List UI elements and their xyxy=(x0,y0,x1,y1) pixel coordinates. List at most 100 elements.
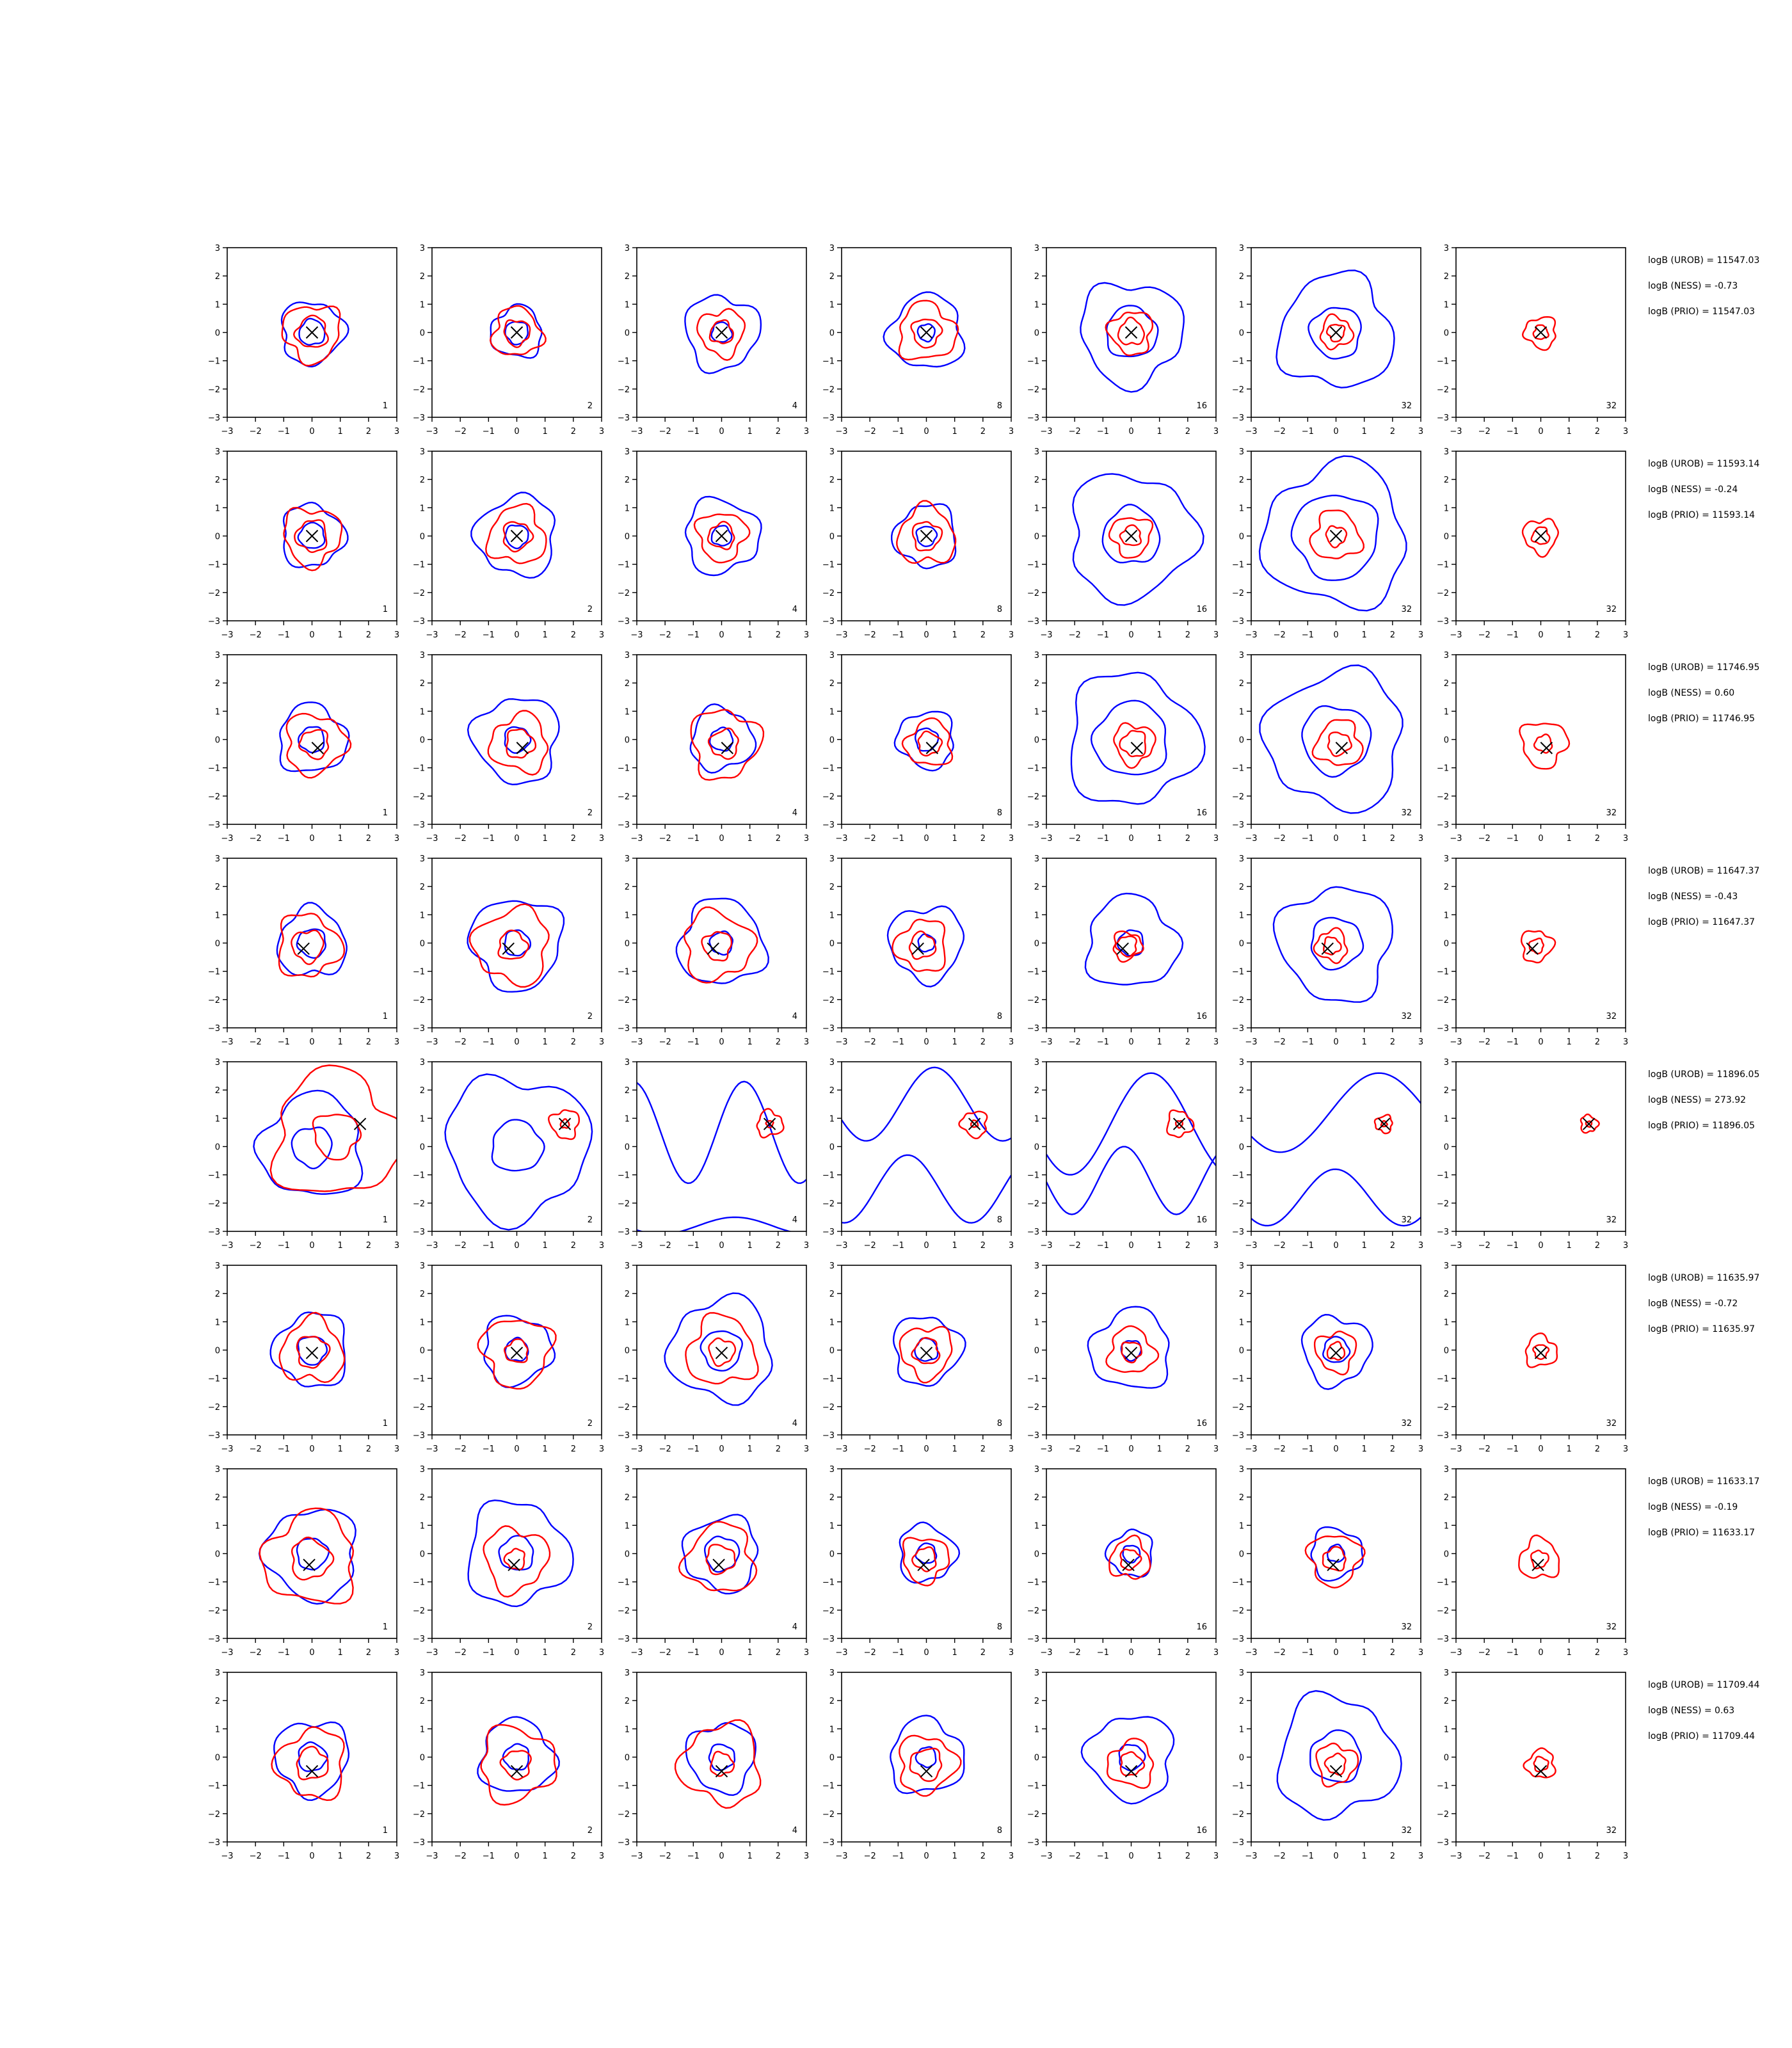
corner-label: 1 xyxy=(383,808,388,818)
y-tick-label: −1 xyxy=(822,968,835,977)
x-tick-label: −2 xyxy=(250,1241,262,1251)
y-tick-label: −3 xyxy=(822,617,835,627)
y-tick-label: −3 xyxy=(208,413,220,423)
y-tick-label: 1 xyxy=(1239,1521,1244,1531)
subplot-r6-c7: −3 −2 −1 0 1 2 3 −3 −2 −1 0 1 2 3 32 xyxy=(1437,1261,1628,1454)
subplot-r1-c5: −3 −2 −1 0 1 2 3 −3 −2 −1 0 1 2 3 16 xyxy=(1027,244,1219,436)
y-tick-label: 1 xyxy=(1239,1725,1244,1734)
x-tick-label: 2 xyxy=(1390,630,1395,640)
x-tick-label: −1 xyxy=(483,1037,495,1047)
y-tick-label: 0 xyxy=(420,736,425,746)
blue-contour-outer xyxy=(681,1514,759,1595)
y-tick-label: 2 xyxy=(829,1086,835,1096)
x-tick-label: −2 xyxy=(1478,1444,1491,1454)
blue-contour-inner xyxy=(297,522,326,549)
y-tick-label: 2 xyxy=(829,1493,835,1503)
y-tick-label: −1 xyxy=(413,1782,425,1791)
x-tick-label: −2 xyxy=(1274,630,1286,640)
contour-layer xyxy=(477,1716,560,1806)
x-tick-label: 3 xyxy=(1009,1852,1014,1861)
blue-contour-outer xyxy=(1080,1716,1175,1805)
x-tick-label: 3 xyxy=(1623,630,1628,640)
axes-frame xyxy=(227,1265,397,1436)
subplot-r7-c7: −3 −2 −1 0 1 2 3 −3 −2 −1 0 1 2 3 32 xyxy=(1437,1465,1628,1658)
x-tick-label: −1 xyxy=(483,630,495,640)
y-tick-label: 2 xyxy=(420,272,425,282)
red-contour-outer xyxy=(1166,1109,1195,1139)
y-tick-label: 2 xyxy=(625,476,630,485)
y-tick-label: −2 xyxy=(208,996,220,1005)
axes-frame xyxy=(227,858,397,1028)
subplot-r5-c4: −3 −2 −1 0 1 2 3 −3 −2 −1 0 1 2 3 8 xyxy=(822,1058,1014,1251)
red-contour-outer xyxy=(685,1312,759,1385)
corner-label: 2 xyxy=(588,1419,593,1428)
y-tick-label: 2 xyxy=(1444,476,1449,485)
y-tick-label: −1 xyxy=(822,561,835,570)
blue-contour-outer xyxy=(899,1521,961,1584)
x-tick-label: 0 xyxy=(719,1444,724,1454)
y-tick-label: 1 xyxy=(215,911,220,920)
contour-layer xyxy=(467,900,565,993)
y-tick-label: 0 xyxy=(625,532,630,542)
tick-labels: −3 −2 −1 0 1 2 3 −3 −2 −1 0 1 2 3 xyxy=(618,1261,809,1454)
y-tick-label: 3 xyxy=(1444,651,1449,660)
y-tick-label: −3 xyxy=(208,820,220,830)
y-tick-label: −3 xyxy=(208,1431,220,1441)
red-contour-inner xyxy=(291,929,324,965)
x-tick-label: −1 xyxy=(1302,630,1314,640)
x-tick-label: −1 xyxy=(1302,1241,1314,1251)
x-tick-label: −2 xyxy=(454,1444,467,1454)
x-tick-label: 2 xyxy=(1595,1852,1600,1861)
y-tick-label: −3 xyxy=(1437,820,1449,830)
y-tick-label: 3 xyxy=(1239,244,1244,253)
subplot-r3-c1: −3 −2 −1 0 1 2 3 −3 −2 −1 0 1 2 3 1 xyxy=(208,651,399,844)
red-contour-outer xyxy=(489,305,547,356)
y-tick-label: 2 xyxy=(1034,1086,1039,1096)
y-tick-label: −2 xyxy=(618,385,630,395)
y-tick-label: 2 xyxy=(1444,883,1449,892)
corner-label: 32 xyxy=(1401,1215,1412,1225)
x-tick-label: 0 xyxy=(1128,427,1133,436)
y-tick-label: −2 xyxy=(1027,1403,1039,1412)
x-tick-label: 1 xyxy=(543,1648,548,1658)
axes-frame xyxy=(1251,1265,1421,1436)
tick-labels: −3 −2 −1 0 1 2 3 −3 −2 −1 0 1 2 3 xyxy=(413,1465,604,1658)
y-tick-label: 1 xyxy=(1444,911,1449,920)
x-tick-label: −3 xyxy=(630,1037,643,1047)
y-tick-label: −3 xyxy=(618,820,630,830)
axes-frame xyxy=(1046,1672,1217,1843)
true-value-marker xyxy=(558,1117,572,1130)
y-tick-label: 1 xyxy=(420,707,425,717)
x-tick-label: 1 xyxy=(748,1852,753,1861)
corner-label: 4 xyxy=(792,401,797,411)
x-tick-label: −2 xyxy=(454,1852,467,1861)
x-tick-label: −1 xyxy=(1097,1852,1109,1861)
x-tick-label: −1 xyxy=(278,630,290,640)
red-contour-outer xyxy=(690,708,765,781)
y-tick-label: 1 xyxy=(829,300,835,310)
contour-layer xyxy=(678,1514,759,1595)
logb-annotation: logB (PRIO) = 11593.14 xyxy=(1648,510,1755,520)
subplot-r5-c2: −3 −2 −1 0 1 2 3 −3 −2 −1 0 1 2 3 2 xyxy=(413,1058,604,1251)
x-tick-label: 3 xyxy=(599,1648,604,1658)
subplot-r2-c1: −3 −2 −1 0 1 2 3 −3 −2 −1 0 1 2 3 1 xyxy=(208,447,399,640)
red-contour-outer xyxy=(899,1325,953,1384)
blue-contour-inner xyxy=(1118,1743,1146,1772)
contour-layer xyxy=(883,291,966,368)
axes-frame xyxy=(841,858,1012,1028)
y-tick-label: 3 xyxy=(1444,1261,1449,1271)
true-value-marker xyxy=(502,942,515,956)
y-tick-label: −3 xyxy=(1027,820,1039,830)
subplot-r1-c4: −3 −2 −1 0 1 2 3 −3 −2 −1 0 1 2 3 8 xyxy=(822,244,1014,436)
y-tick-label: 3 xyxy=(829,244,835,253)
tick-labels: −3 −2 −1 0 1 2 3 −3 −2 −1 0 1 2 3 xyxy=(1027,1261,1219,1454)
y-tick-label: 3 xyxy=(215,244,220,253)
y-tick-label: 1 xyxy=(1239,300,1244,310)
y-tick-label: 2 xyxy=(829,1697,835,1706)
y-tick-label: −1 xyxy=(208,1375,220,1384)
true-value-marker xyxy=(1532,1558,1544,1571)
logb-annotation: logB (NESS) = -0.72 xyxy=(1648,1299,1738,1309)
logb-annotation: logB (PRIO) = 11635.97 xyxy=(1648,1324,1755,1334)
logb-annotation: logB (UROB) = 11633.17 xyxy=(1648,1476,1759,1487)
y-tick-label: −2 xyxy=(1232,385,1244,395)
